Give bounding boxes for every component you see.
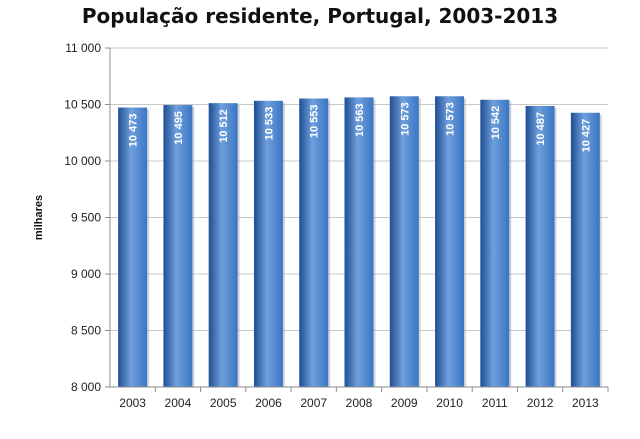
bar-2013	[570, 112, 600, 388]
axes	[105, 47, 609, 392]
x-tick-label: 2012	[527, 396, 554, 410]
x-tick-label: 2006	[255, 396, 282, 410]
x-tick-label: 2005	[210, 396, 237, 410]
data-label: 10 542	[490, 106, 502, 140]
bar-2006	[253, 100, 283, 387]
y-axis-label: milhares	[33, 195, 45, 240]
data-label: 10 573	[445, 102, 457, 136]
bar-2004	[163, 105, 193, 387]
y-tick-label: 10 000	[64, 154, 101, 168]
x-tick-label: 2009	[391, 396, 418, 410]
bar-2009	[389, 96, 419, 387]
bar-2011	[480, 99, 510, 387]
data-label: 10 573	[399, 102, 411, 136]
labels: 8 000 8 500 9 000 9 500 10 000 10 500 11 000 mi…	[33, 41, 599, 410]
data-label: 10 427	[580, 119, 592, 153]
bar-2007	[299, 98, 329, 388]
y-tick-label: 8 500	[71, 324, 101, 338]
x-tick-label: 2008	[346, 396, 373, 410]
y-tick-label: 9 500	[71, 211, 101, 225]
x-tick-label: 2003	[119, 396, 146, 410]
bar-2010	[435, 96, 465, 387]
x-tick-label: 2007	[300, 396, 327, 410]
chart-title: População residente, Portugal, 2003-2013	[81, 4, 559, 28]
y-tick-label: 11 000	[65, 41, 101, 55]
y-tick-label: 10 500	[64, 98, 101, 112]
data-label: 10 487	[535, 112, 547, 146]
bar-2005	[208, 103, 238, 388]
x-tick-label: 2013	[572, 396, 599, 410]
data-label: 10 473	[128, 114, 140, 148]
bar-2012	[525, 105, 555, 388]
y-tick-label: 8 000	[71, 380, 101, 394]
x-tick-label: 2004	[165, 396, 192, 410]
bar-2003	[118, 107, 148, 388]
bars	[118, 96, 602, 388]
y-tick-label: 9 000	[71, 267, 101, 281]
data-label: 10 563	[354, 103, 366, 137]
data-label: 10 512	[218, 109, 230, 143]
x-tick-label: 2010	[436, 396, 463, 410]
data-label: 10 553	[309, 105, 321, 139]
bar-2008	[344, 97, 374, 388]
data-label: 10 495	[173, 111, 185, 145]
data-label: 10 533	[263, 107, 275, 141]
x-tick-label: 2011	[482, 396, 508, 410]
